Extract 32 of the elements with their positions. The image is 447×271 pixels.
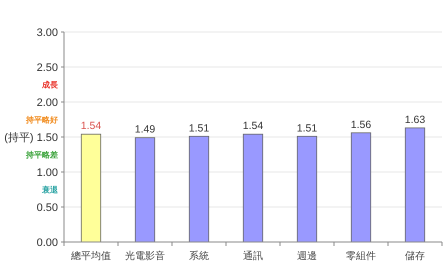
data-label: 1.49: [134, 124, 156, 136]
bar: [350, 132, 372, 242]
x-tick-label: 零組件: [346, 251, 376, 262]
x-tick-label: 光電影音: [125, 250, 165, 262]
text: 成長: [41, 80, 58, 90]
x-tick-label: 儲存: [405, 250, 425, 262]
text: 持平略差: [25, 150, 58, 160]
bar: [188, 136, 210, 242]
y-tick-label: 3.00: [36, 27, 58, 39]
bar: [242, 134, 264, 242]
bar: [404, 128, 426, 242]
data-label: 1.51: [296, 122, 318, 134]
text: 衰退: [41, 184, 59, 194]
y-tick-label: 0.50: [36, 202, 58, 214]
bar: [80, 134, 102, 242]
y-tick-label: 0.00: [36, 237, 58, 249]
data-label: 1.56: [350, 118, 372, 131]
data-label: 1.54: [80, 120, 102, 132]
bar: [134, 137, 156, 242]
text: 持平略好: [25, 116, 58, 124]
y-tick-label: 2.50: [36, 62, 58, 74]
x-tick-label: 總平均值: [70, 250, 111, 262]
y-tick-label: 1.00: [36, 167, 58, 179]
data-label: 1.54: [242, 120, 264, 132]
data-label: 1.63: [404, 114, 426, 126]
data-label: 1.51: [188, 122, 210, 134]
x-tick-label: 通訊: [243, 250, 263, 262]
y-tick-label: (持平) 1.50: [4, 132, 58, 144]
bar: [296, 136, 318, 242]
x-tick-label: 週邊: [297, 250, 317, 262]
x-tick-label: 系統: [189, 250, 209, 262]
y-tick-label: 2.00: [36, 97, 58, 109]
